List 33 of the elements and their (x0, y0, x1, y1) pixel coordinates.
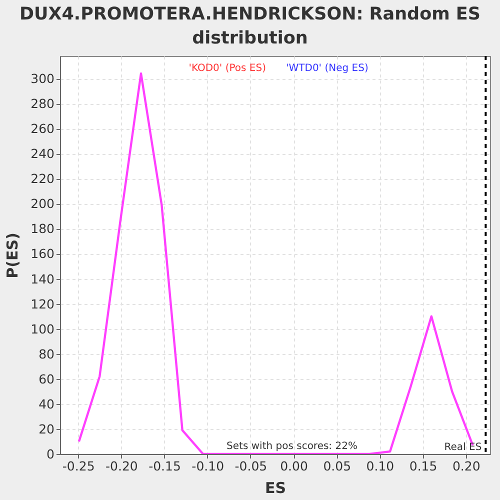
x-tick-label: 0.05 (323, 458, 352, 474)
x-tick-label: -0.05 (234, 458, 268, 474)
x-tick-label: -0.15 (148, 458, 181, 474)
y-tick-label: 100 (30, 321, 55, 336)
x-tick-label: 0.20 (452, 458, 480, 474)
x-tick-label: 0.10 (366, 458, 394, 474)
annotation: 'WTD0' (Neg ES) (286, 63, 368, 74)
y-axis-title: P(ES) (4, 232, 22, 278)
ref-line-label: Real ES (444, 442, 482, 453)
y-tick-label: 180 (30, 221, 55, 236)
y-tick-label: 140 (30, 271, 55, 286)
y-tick-label: 280 (30, 96, 55, 112)
x-tick-label: 0.15 (409, 458, 438, 474)
chart-title: DUX4.PROMOTERA.HENDRICKSON: Random ES distribution (20, 4, 480, 48)
y-tick-label: 200 (30, 196, 55, 212)
y-tick-label: 220 (30, 171, 55, 186)
y-tick-label: 120 (30, 296, 55, 312)
y-tick-label: 260 (30, 121, 55, 136)
y-tick-label: 60 (38, 371, 55, 386)
y-tick-label: 40 (38, 396, 55, 412)
y-tick-label: 300 (30, 71, 55, 86)
annotation: Sets with pos scores: 22% (226, 441, 358, 452)
y-tick-label: 0 (46, 446, 55, 462)
x-tick-label: -0.20 (106, 458, 138, 474)
y-tick-label: 240 (30, 146, 55, 162)
x-tick-label: 0.00 (280, 458, 308, 474)
x-tick-label: -0.10 (192, 458, 224, 474)
x-axis-title: ES (264, 479, 286, 497)
annotation: 'KOD0' (Pos ES) (188, 63, 266, 74)
y-tick-label: 20 (38, 421, 55, 436)
y-tick-label: 160 (30, 246, 55, 262)
x-tick-label: -0.25 (62, 458, 95, 474)
y-tick-label: 80 (38, 346, 55, 362)
